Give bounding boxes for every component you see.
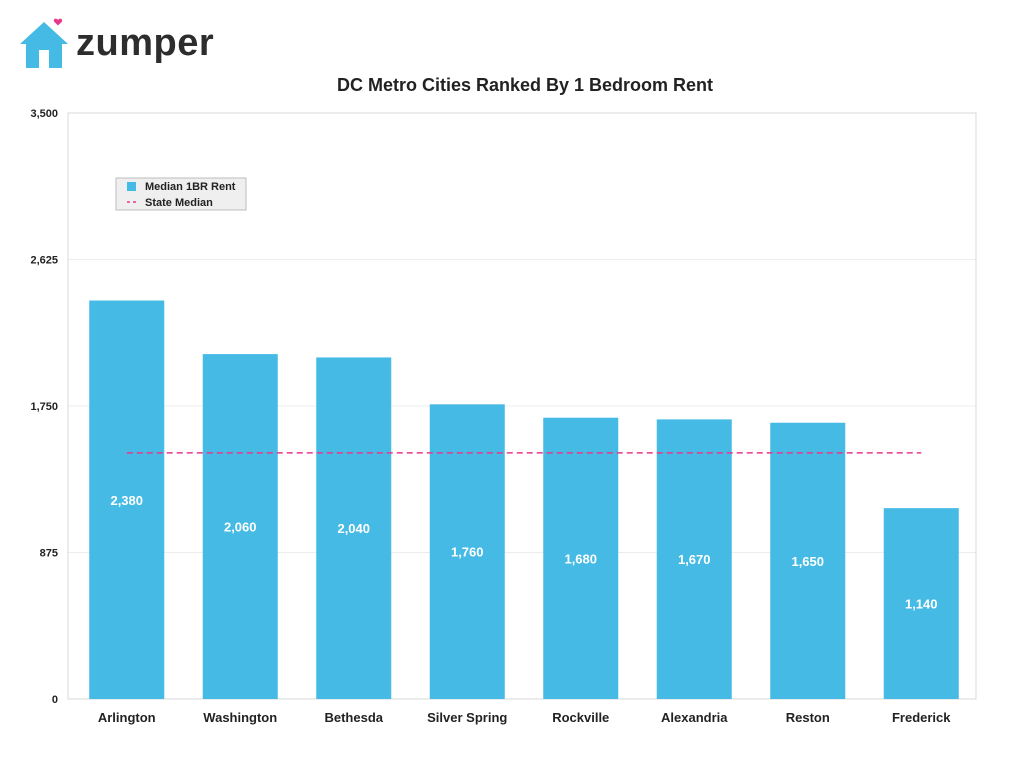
x-tick-label: Silver Spring (427, 710, 507, 725)
x-axis: Arlington Washington Bethesda Silver Spring… (98, 710, 951, 725)
bar-value-label: 2,060 (224, 520, 257, 535)
y-tick-label: 1,750 (30, 401, 58, 413)
x-tick-label: Alexandria (661, 710, 728, 725)
zumper-logo (20, 18, 68, 68)
bar (89, 300, 165, 699)
y-axis: 0 875 1,750 2,625 3,500 (30, 108, 58, 706)
legend: Median 1BR Rent State Median (115, 177, 247, 211)
x-tick-label: Washington (203, 710, 277, 725)
x-tick-label: Arlington (98, 710, 156, 725)
x-tick-label: Rockville (552, 710, 609, 725)
bar (770, 422, 846, 699)
bar-value-label: 1,760 (451, 545, 484, 560)
x-tick-label: Reston (786, 710, 830, 725)
bar-value-label: 2,380 (110, 493, 143, 508)
bar-value-label: 1,140 (905, 597, 938, 612)
legend-box (115, 177, 247, 211)
legend-label-median-rent: Median 1BR Rent (145, 181, 236, 193)
bar (883, 508, 959, 699)
plot-area (67, 112, 977, 700)
bar (316, 357, 392, 699)
y-tick-label: 2,625 (30, 255, 58, 267)
bar (543, 417, 619, 699)
brand-name: zumper (76, 22, 215, 64)
y-tick-label: 0 (52, 694, 58, 706)
y-tick-label: 875 (40, 548, 58, 560)
bar-value-label: 1,670 (678, 552, 711, 567)
bar-value-label: 1,650 (791, 554, 824, 569)
bar (202, 354, 278, 699)
legend-swatch-median-rent (127, 182, 136, 191)
x-tick-label: Frederick (892, 710, 951, 725)
bar-series (89, 300, 959, 699)
house-heart-icon (20, 18, 68, 68)
bar-value-label: 1,680 (564, 551, 597, 566)
y-tick-label: 3,500 (30, 108, 58, 120)
bar-value-label: 2,040 (337, 521, 370, 536)
value-labels: 2,380 2,060 2,040 1,760 1,680 1,670 1,650 1,140 (110, 493, 937, 612)
bar (656, 419, 732, 699)
legend-label-state-median: State Median (145, 197, 213, 209)
x-tick-label: Bethesda (324, 710, 383, 725)
chart-title: DC Metro Cities Ranked By 1 Bedroom Rent (337, 75, 713, 95)
